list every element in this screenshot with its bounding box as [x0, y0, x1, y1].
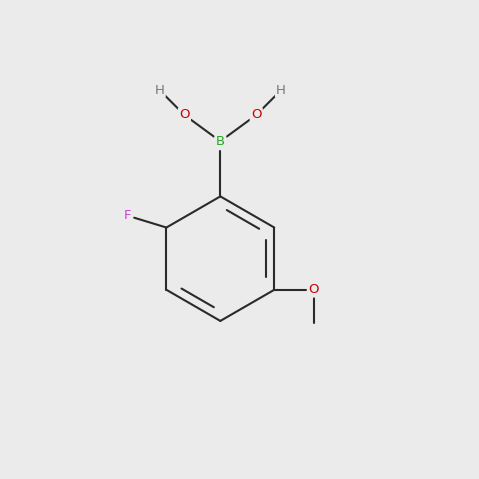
Text: O: O	[179, 108, 190, 122]
Text: F: F	[124, 209, 131, 222]
Text: B: B	[216, 135, 225, 148]
Text: H: H	[155, 83, 164, 97]
Text: H: H	[276, 83, 286, 97]
Text: O: O	[251, 108, 262, 122]
Text: O: O	[308, 283, 319, 297]
